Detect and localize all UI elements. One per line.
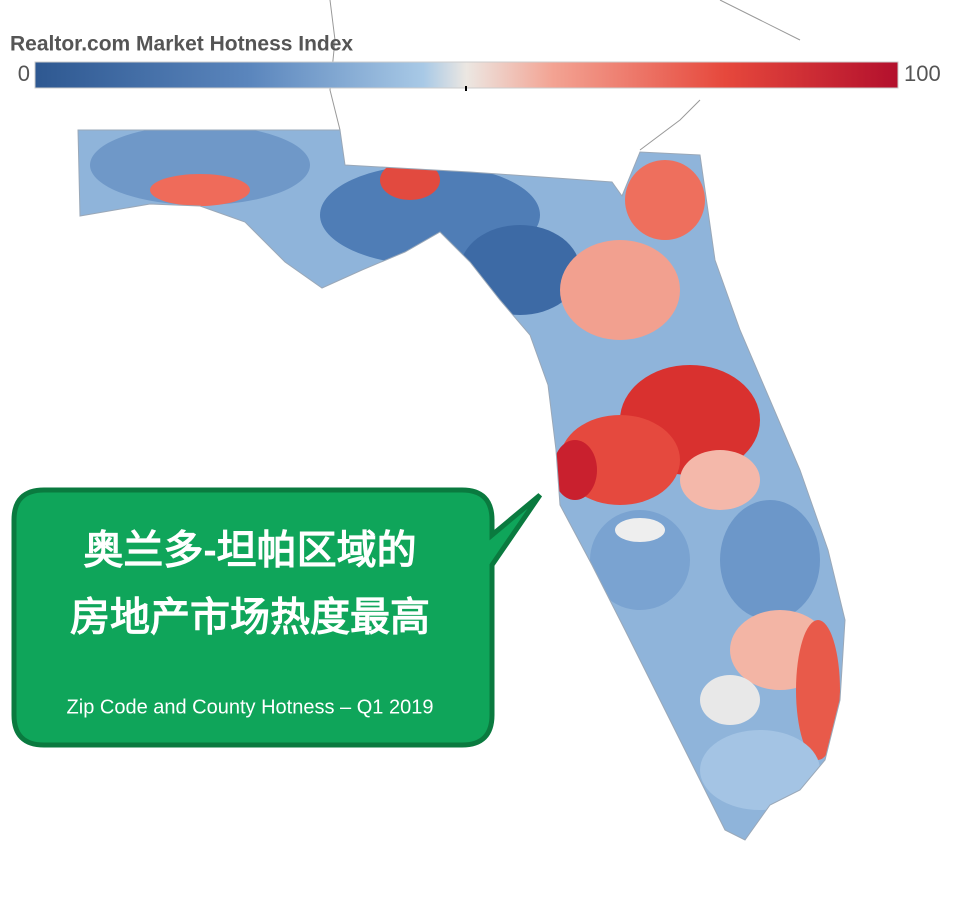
callout-line: 房地产市场热度最高 xyxy=(70,596,430,640)
legend-scale xyxy=(34,61,899,89)
callout-box xyxy=(11,487,543,748)
callout-subtitle: Zip Code and County Hotness – Q1 2019 xyxy=(67,696,434,718)
callout-line: 奥兰多-坦帕区域的 xyxy=(83,529,416,573)
legend-title: Realtor.com Market Hotness Index xyxy=(10,33,353,56)
legend-max: 100 xyxy=(904,61,941,86)
legend-min: 0 xyxy=(18,61,30,86)
